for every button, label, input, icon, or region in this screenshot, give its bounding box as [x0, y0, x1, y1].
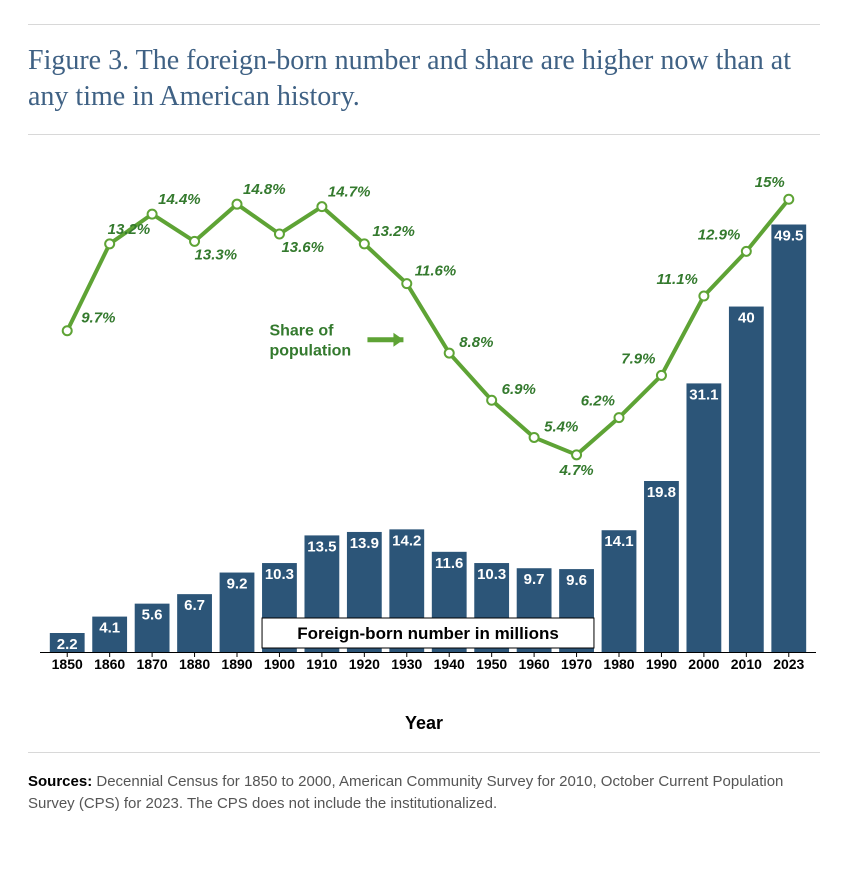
bar-value-label: 9.7: [524, 571, 545, 588]
bar-value-label: 11.6: [435, 555, 463, 572]
pct-label: 14.7%: [328, 183, 371, 200]
x-tick-label: 1950: [476, 656, 507, 672]
bar: [729, 306, 764, 651]
pct-label: 15%: [755, 174, 785, 191]
sources-label: Sources:: [28, 773, 92, 790]
x-tick-label: 1990: [646, 656, 677, 672]
chart-svg: 1850 1860 1870 1880 1890 1900 1910 1920 1930 1940…: [28, 147, 820, 707]
line-marker: [572, 450, 581, 459]
bars-legend-label: Foreign-born number in millions: [297, 624, 559, 643]
pct-label: 11.1%: [656, 271, 697, 288]
bar: [644, 481, 679, 652]
line-legend-label-2: population: [269, 342, 351, 359]
line-marker: [105, 239, 114, 248]
x-tick-label: 1970: [561, 656, 592, 672]
bar-value-label: 19.8: [647, 484, 676, 501]
pct-label: 6.9%: [502, 381, 536, 398]
sources-block: Sources: Decennial Census for 1850 to 20…: [28, 753, 820, 816]
bar-value-label: 9.6: [566, 572, 587, 589]
pct-label: 13.2%: [372, 223, 415, 240]
x-tick-label: 1850: [52, 656, 83, 672]
line-marker: [190, 237, 199, 246]
x-tick-label: 2010: [731, 656, 762, 672]
x-tick-label: 1920: [349, 656, 380, 672]
x-tick-label: 2023: [773, 656, 804, 672]
bar-value-label: 13.5: [307, 538, 336, 555]
pct-label: 5.4%: [544, 418, 578, 435]
x-tick-label: 1980: [603, 656, 634, 672]
figure-container: Figure 3. The foreign-born number and sh…: [0, 0, 848, 840]
bar-value-label: 14.2: [392, 532, 421, 549]
mid-rule: [28, 134, 820, 135]
line-marker: [615, 413, 624, 422]
pct-label: 14.8%: [243, 181, 286, 198]
x-tick-label: 1870: [137, 656, 168, 672]
pct-label: 4.7%: [558, 462, 593, 479]
bar-value-label: 2.2: [57, 636, 78, 653]
line-marker: [148, 209, 157, 218]
line-marker: [402, 279, 411, 288]
line-marker: [530, 433, 539, 442]
pct-label: 6.2%: [581, 392, 615, 409]
sources-text: Decennial Census for 1850 to 2000, Ameri…: [28, 773, 783, 813]
bar-value-label: 14.1: [604, 533, 633, 550]
line-marker: [487, 396, 496, 405]
bar-value-label: 10.3: [265, 566, 294, 583]
x-tick-label: 1940: [434, 656, 465, 672]
line-marker: [317, 202, 326, 211]
x-tick-label: 1960: [519, 656, 550, 672]
pct-label: 7.9%: [621, 350, 655, 367]
x-tick-label: 1890: [221, 656, 252, 672]
title-block: Figure 3. The foreign-born number and sh…: [28, 25, 820, 134]
line-marker: [63, 326, 72, 335]
bar-value-label: 49.5: [774, 227, 803, 244]
line-marker: [699, 291, 708, 300]
bar-value-label: 6.7: [184, 597, 205, 614]
x-tick-label: 1880: [179, 656, 210, 672]
pct-label: 13.2%: [108, 221, 151, 238]
bar-value-label: 5.6: [142, 606, 163, 623]
pct-label: 13.3%: [195, 246, 238, 263]
pct-label: 9.7%: [81, 310, 115, 327]
pct-label: 13.6%: [281, 239, 324, 256]
pct-label: 12.9%: [698, 226, 741, 243]
bar-value-label: 13.9: [350, 535, 379, 552]
line-marker: [445, 348, 454, 357]
line-marker: [360, 239, 369, 248]
bar-value-label: 4.1: [99, 619, 120, 636]
line-marker: [275, 229, 284, 238]
pct-label: 8.8%: [459, 334, 493, 351]
share-line: [67, 199, 789, 455]
line-marker: [657, 371, 666, 380]
pct-label: 11.6%: [415, 262, 456, 279]
line-marker: [784, 195, 793, 204]
figure-title: Figure 3. The foreign-born number and sh…: [28, 43, 820, 116]
x-tick-label: 1860: [94, 656, 125, 672]
x-tick-label: 1910: [306, 656, 337, 672]
line-marker: [742, 247, 751, 256]
line-marker: [233, 199, 242, 208]
bar-value-label: 40: [738, 309, 755, 326]
bar-value-label: 9.2: [227, 575, 248, 592]
bar: [771, 224, 806, 652]
pct-label: 14.4%: [158, 191, 201, 208]
arrow-head-icon: [393, 332, 403, 346]
x-tick-label: 2000: [688, 656, 719, 672]
bar: [686, 383, 721, 652]
bar-value-label: 10.3: [477, 566, 506, 583]
x-tick-label: 1900: [264, 656, 295, 672]
x-tick-label: 1930: [391, 656, 422, 672]
chart-area: 1850 1860 1870 1880 1890 1900 1910 1920 1930 1940…: [28, 147, 820, 707]
line-legend-label-1: Share of: [269, 322, 334, 339]
bar-value-label: 31.1: [689, 386, 718, 403]
x-axis-label: Year: [28, 713, 820, 734]
